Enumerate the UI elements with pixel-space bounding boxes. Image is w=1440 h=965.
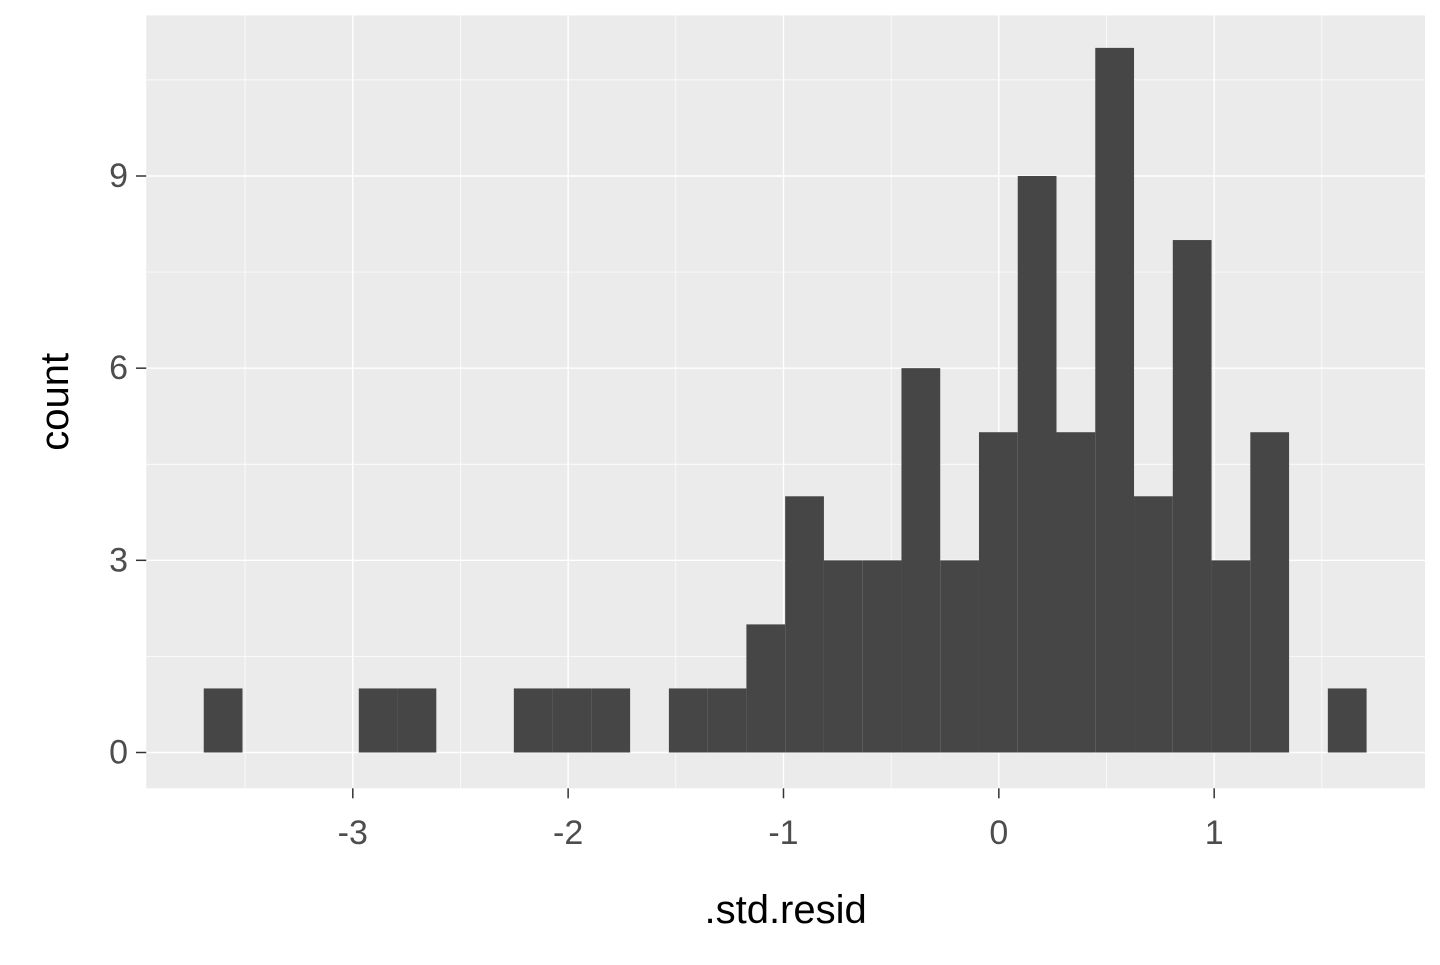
svg-text:3: 3 [109, 541, 128, 579]
svg-text:6: 6 [109, 349, 128, 387]
svg-text:count: count [33, 353, 77, 451]
svg-text:-2: -2 [553, 814, 583, 852]
svg-text:-1: -1 [768, 814, 798, 852]
svg-text:0: 0 [989, 814, 1008, 852]
svg-text:0: 0 [109, 734, 128, 772]
svg-text:1: 1 [1205, 814, 1224, 852]
svg-text:-3: -3 [338, 814, 368, 852]
svg-text:9: 9 [109, 157, 128, 195]
svg-text:.std.resid: .std.resid [704, 888, 866, 932]
